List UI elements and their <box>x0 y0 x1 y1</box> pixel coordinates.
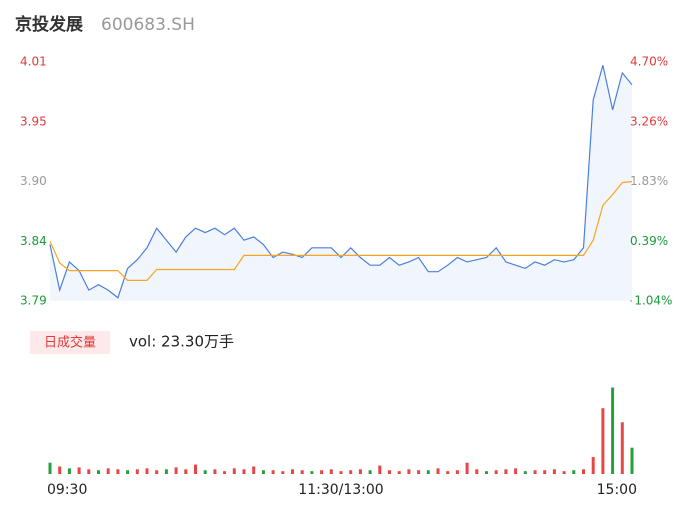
volume-bar <box>591 457 595 474</box>
volume-bar <box>388 470 391 474</box>
volume-bar <box>126 470 130 474</box>
volume-bar <box>601 408 605 474</box>
volume-bar <box>562 471 566 474</box>
volume-bar <box>543 470 547 474</box>
volume-bar <box>164 469 168 474</box>
volume-bar <box>611 387 615 474</box>
volume-legend: 日成交量 <box>44 335 96 351</box>
volume-bar <box>58 466 62 474</box>
volume-bar <box>436 468 440 474</box>
y-tick-label: 3.79 <box>20 294 47 308</box>
volume-bar <box>475 469 479 474</box>
volume-bar <box>271 470 275 474</box>
volume-bar <box>494 470 498 474</box>
volume-bar <box>320 470 324 474</box>
volume-bar <box>630 447 634 474</box>
x-tick-label: 11:30/13:00 <box>298 482 383 498</box>
stock-name: 京投发展 <box>15 14 83 35</box>
volume-bar <box>87 469 91 474</box>
volume-bar <box>300 470 304 474</box>
volume-bar <box>252 466 256 474</box>
volume-bar <box>426 470 430 474</box>
volume-bar <box>135 469 139 474</box>
y2-tick-label: 3.26% <box>630 114 668 128</box>
volume-bar <box>514 468 518 474</box>
y2-tick-label: 1.83% <box>630 174 668 188</box>
volume-bar <box>232 468 236 474</box>
volume-bar <box>368 470 372 474</box>
volume-bar <box>455 470 459 474</box>
volume-bar <box>67 468 71 474</box>
volume-total: vol: 23.30万手 <box>129 333 234 351</box>
y-tick-label: 3.95 <box>20 114 47 128</box>
price-area <box>50 65 632 301</box>
volume-bar <box>349 470 353 474</box>
volume-bar <box>504 469 508 474</box>
y2-tick-label: -1.04% <box>630 294 672 308</box>
price-line <box>49 65 633 299</box>
volume-bar <box>310 471 314 474</box>
volume-bar <box>620 422 624 474</box>
volume-bar <box>465 462 469 474</box>
volume-legend-bg <box>30 331 110 354</box>
volume-bar <box>339 471 343 474</box>
volume-bar <box>523 471 527 474</box>
volume-bar <box>281 471 285 474</box>
volume-bar <box>184 469 188 474</box>
volume-bar <box>329 469 333 474</box>
y-tick-label: 3.90 <box>20 174 47 188</box>
volume-bar <box>572 470 576 474</box>
y2-tick-label: 0.39% <box>630 234 668 248</box>
volume-bar <box>485 471 488 474</box>
volume-bar <box>397 471 401 474</box>
y2-tick-label: 4.70% <box>630 55 668 69</box>
volume-bar <box>77 467 81 474</box>
volume-bar <box>213 469 217 474</box>
stock-code: 600683.SH <box>101 15 195 35</box>
volume-bar <box>97 470 100 474</box>
volume-bar <box>582 469 585 474</box>
volume-bar <box>446 471 450 474</box>
volume-bar <box>106 468 110 474</box>
volume-bar <box>155 470 159 474</box>
volume-bar <box>145 468 149 474</box>
volume-bar <box>223 471 227 474</box>
volume-bar <box>417 470 421 474</box>
volume-bar <box>116 469 120 474</box>
volume-bar <box>261 470 265 474</box>
y-tick-label: 4.01 <box>20 55 47 69</box>
volume-bar <box>552 469 556 474</box>
volume-bar <box>291 469 294 474</box>
volume-bar <box>407 469 411 474</box>
x-tick-label: 15:00 <box>597 482 637 498</box>
volume-bar <box>242 469 246 474</box>
average-line <box>49 180 633 281</box>
volume-bar <box>358 469 362 474</box>
volume-bar <box>48 462 52 474</box>
volume-bar <box>203 470 207 474</box>
volume-bar <box>378 465 382 474</box>
volume-bar <box>533 470 537 474</box>
x-tick-label: 09:30 <box>47 482 87 498</box>
volume-bar <box>174 467 178 474</box>
volume-bar <box>194 464 197 474</box>
y-tick-label: 3.84 <box>20 234 47 248</box>
